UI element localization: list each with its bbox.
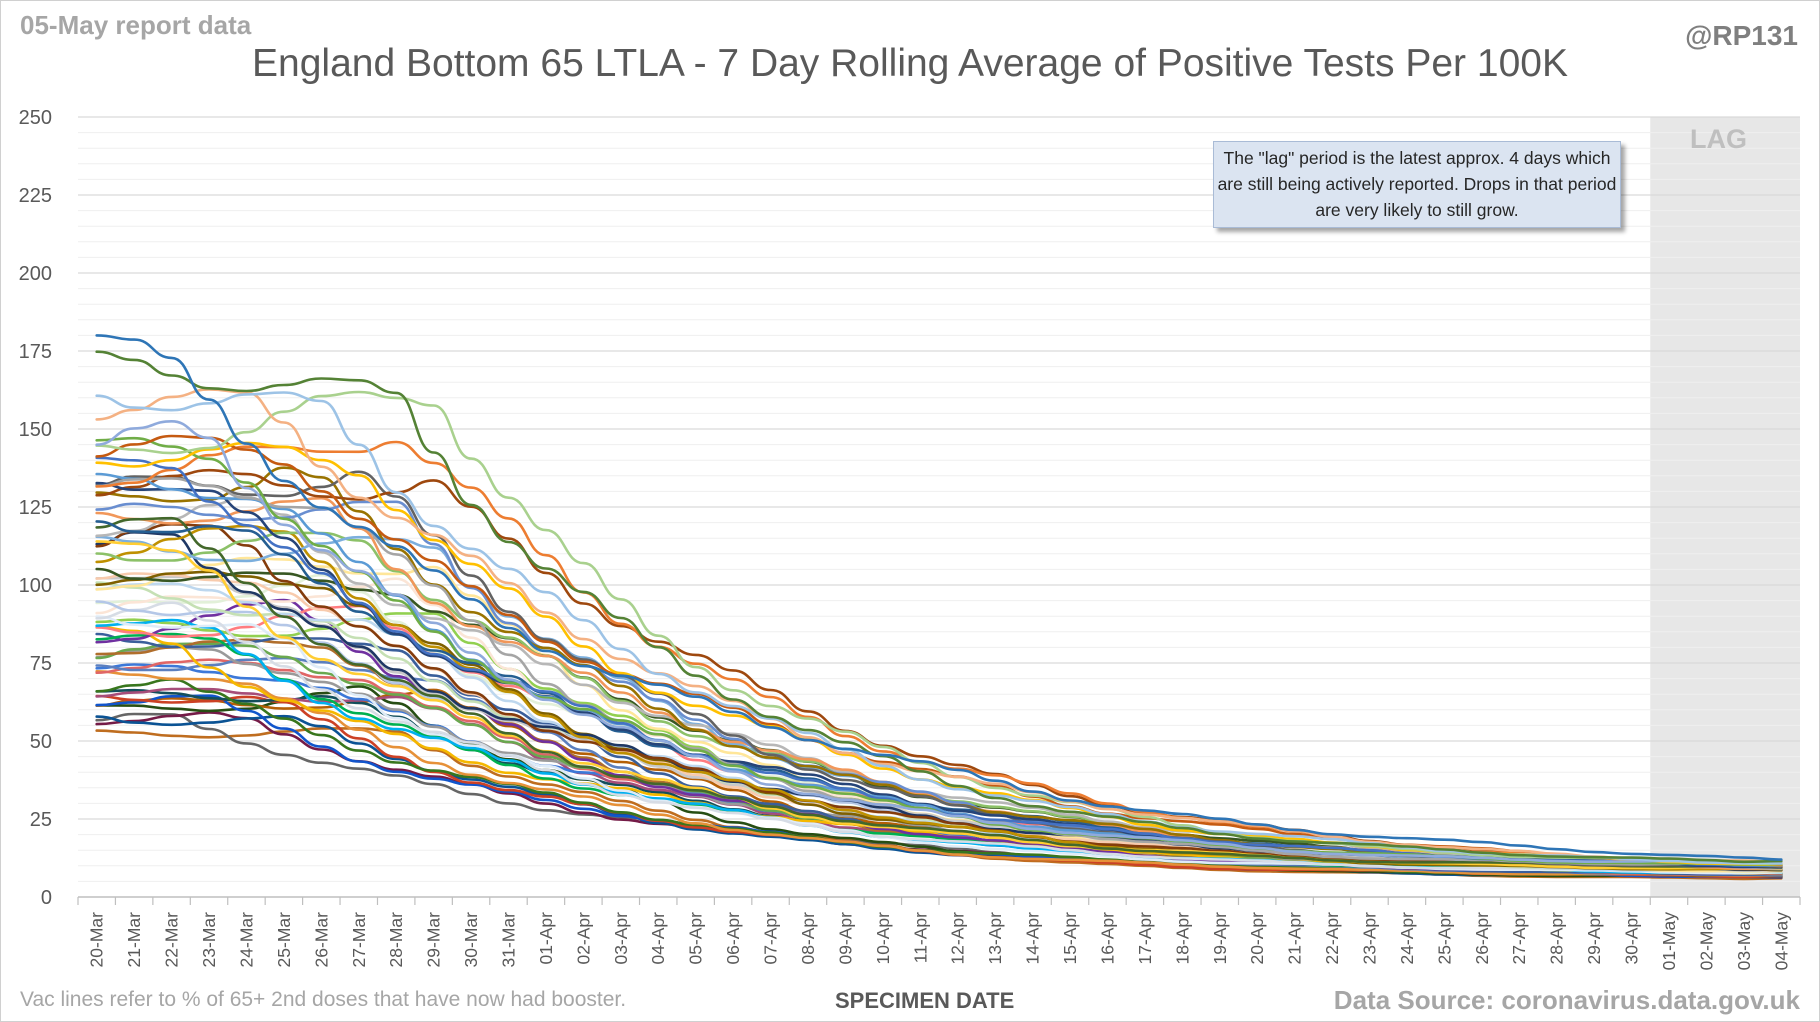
x-tick-label: 20-Mar bbox=[87, 912, 107, 968]
x-tick-label: 28-Apr bbox=[1547, 912, 1567, 965]
x-tick-label: 13-Apr bbox=[985, 912, 1005, 965]
x-tick-label: 27-Mar bbox=[349, 912, 369, 968]
x-tick-label: 21-Apr bbox=[1285, 912, 1305, 965]
x-tick-label: 16-Apr bbox=[1097, 912, 1117, 965]
x-tick-label: 15-Apr bbox=[1060, 912, 1080, 965]
x-tick-label: 24-Apr bbox=[1397, 912, 1417, 965]
series-line bbox=[95, 390, 1783, 866]
y-tick-label: 150 bbox=[19, 419, 52, 441]
x-tick-label: 31-Mar bbox=[499, 912, 519, 968]
x-tick-label: 23-Mar bbox=[199, 912, 219, 968]
y-tick-label: 25 bbox=[30, 809, 52, 831]
x-tick-label: 25-Mar bbox=[274, 912, 294, 968]
x-tick-label: 26-Apr bbox=[1472, 912, 1492, 965]
y-tick-label: 100 bbox=[19, 575, 52, 597]
x-tick-label: 23-Apr bbox=[1360, 912, 1380, 965]
vac-lines-note: Vac lines refer to % of 65+ 2nd doses th… bbox=[20, 988, 627, 1011]
series-line bbox=[95, 391, 1783, 865]
chart-title: England Bottom 65 LTLA - 7 Day Rolling A… bbox=[252, 42, 1568, 85]
x-tick-label: 14-Apr bbox=[1023, 912, 1043, 965]
y-tick-label: 75 bbox=[30, 653, 52, 675]
x-tick-label: 22-Mar bbox=[162, 912, 182, 968]
y-tick-label: 175 bbox=[19, 341, 52, 363]
x-tick-label: 30-Apr bbox=[1622, 912, 1642, 965]
x-tick-label: 01-Apr bbox=[536, 912, 556, 965]
x-tick-label: 08-Apr bbox=[798, 912, 818, 965]
y-tick-label: 200 bbox=[19, 263, 52, 285]
x-tick-label: 24-Mar bbox=[236, 912, 256, 968]
x-tick-label: 11-Apr bbox=[910, 912, 930, 963]
x-tick-label: 29-Apr bbox=[1584, 912, 1604, 965]
series-line bbox=[95, 420, 1783, 865]
x-tick-label: 09-Apr bbox=[835, 912, 855, 965]
series-line bbox=[95, 615, 1783, 875]
x-tick-label: 05-Apr bbox=[686, 912, 706, 965]
x-tick-label: 02-Apr bbox=[573, 912, 593, 965]
author-handle: @RP131 bbox=[1685, 20, 1798, 51]
x-tick-label: 01-May bbox=[1659, 912, 1679, 971]
data-source-label: Data Source: coronavirus.data.gov.uk bbox=[1333, 985, 1800, 1015]
x-tick-label: 17-Apr bbox=[1135, 912, 1155, 965]
lag-note-box: The "lag" period is the latest approx. 4… bbox=[1213, 141, 1621, 228]
x-tick-label: 04-May bbox=[1771, 912, 1791, 971]
x-axis-title: SPECIMEN DATE bbox=[835, 988, 1015, 1013]
x-tick-label: 22-Apr bbox=[1322, 912, 1342, 965]
series-line bbox=[95, 670, 1783, 877]
report-date-label: 05-May report data bbox=[20, 10, 252, 40]
y-tick-label: 50 bbox=[30, 731, 52, 753]
y-tick-label: 0 bbox=[41, 887, 52, 909]
y-tick-label: 250 bbox=[19, 107, 52, 129]
x-tick-label: 02-May bbox=[1696, 912, 1716, 971]
series-line bbox=[95, 540, 1783, 870]
x-tick-label: 27-Apr bbox=[1509, 912, 1529, 965]
lag-label: LAG bbox=[1690, 124, 1747, 154]
x-tick-label: 29-Mar bbox=[424, 912, 444, 968]
x-tick-label: 25-Apr bbox=[1434, 912, 1454, 965]
series-line bbox=[95, 350, 1783, 864]
x-tick-label: 30-Mar bbox=[461, 912, 481, 968]
x-tick-label: 20-Apr bbox=[1247, 912, 1267, 965]
series-line bbox=[95, 516, 1783, 869]
x-tick-label: 26-Mar bbox=[311, 912, 331, 968]
x-tick-label: 07-Apr bbox=[761, 912, 781, 965]
x-tick-label: 03-Apr bbox=[611, 912, 631, 965]
x-tick-label: 21-Mar bbox=[124, 912, 144, 968]
x-tick-label: 10-Apr bbox=[873, 912, 893, 965]
x-tick-label: 28-Mar bbox=[386, 912, 406, 968]
x-tick-label: 04-Apr bbox=[648, 912, 668, 965]
x-tick-label: 19-Apr bbox=[1210, 912, 1230, 965]
x-tick-label: 12-Apr bbox=[948, 912, 968, 965]
x-tick-label: 18-Apr bbox=[1172, 912, 1192, 965]
series-line bbox=[95, 685, 1783, 878]
y-tick-label: 225 bbox=[19, 185, 52, 207]
series-line bbox=[95, 601, 1783, 873]
series-line bbox=[95, 334, 1783, 861]
x-tick-label: 03-May bbox=[1734, 912, 1754, 971]
x-tick-label: 06-Apr bbox=[723, 912, 743, 965]
y-tick-label: 125 bbox=[19, 497, 52, 519]
